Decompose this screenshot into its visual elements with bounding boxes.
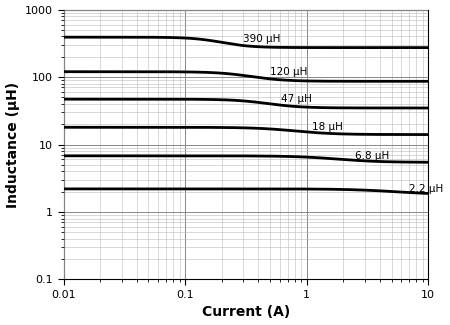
Text: 18 μH: 18 μH [312,122,342,132]
Y-axis label: Inductance (μH): Inductance (μH) [5,82,19,208]
Text: 120 μH: 120 μH [270,67,307,77]
X-axis label: Current (A): Current (A) [202,306,290,319]
Text: 2.2 μH: 2.2 μH [410,184,444,194]
Text: 390 μH: 390 μH [243,34,280,45]
Text: 47 μH: 47 μH [281,94,312,104]
Text: 6.8 μH: 6.8 μH [355,151,389,161]
